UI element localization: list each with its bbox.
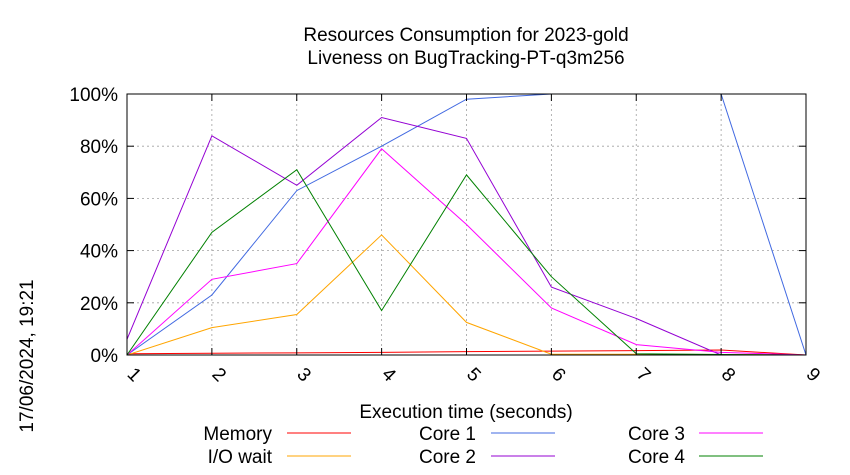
legend-label-core-3: Core 3 [628, 424, 685, 445]
x-tick-label: 6 [547, 364, 569, 386]
x-tick-label: 4 [377, 364, 400, 387]
series-line-core-4 [126, 168, 807, 356]
series-line-core-2 [126, 116, 806, 356]
legend-label-core-2: Core 2 [419, 447, 476, 468]
x-tick-label: 9 [802, 364, 824, 386]
legend-label-memory: Memory [203, 424, 272, 445]
x-tick-label: 5 [462, 364, 484, 386]
legend-label-i-o-wait: I/O wait [208, 447, 273, 468]
x-tick-label: 3 [292, 364, 314, 386]
legend-label-core-1: Core 1 [419, 424, 476, 445]
y-tick-label: 60% [80, 189, 118, 210]
legend: Memory Core 1 Core 3 I/O wait Core 2 Core 4 [203, 424, 763, 468]
x-tick-label: 8 [717, 364, 739, 386]
x-tick-label: 2 [208, 364, 230, 386]
chart-title-line1: Resources Consumption for 2023-gold [303, 25, 628, 46]
y-tick-label: 0% [91, 346, 119, 367]
x-tick-label: 7 [632, 364, 654, 386]
x-axis-label: Execution time (seconds) [359, 402, 572, 423]
x-tick-label: 1 [123, 364, 145, 386]
y-axis-ticks: 0% 20% 40% 60% 80% 100% [69, 85, 806, 367]
y-tick-label: 20% [80, 294, 118, 315]
legend-label-core-4: Core 4 [628, 447, 685, 468]
timestamp-label: 17/06/2024, 19:21 [17, 279, 38, 432]
x-axis-ticks: 1 2 3 4 5 6 7 8 9 [123, 94, 824, 387]
y-tick-label: 100% [69, 85, 118, 106]
y-tick-label: 40% [80, 242, 118, 263]
y-tick-label: 80% [80, 137, 118, 158]
chart-title-line2: Liveness on BugTracking-PT-q3m256 [307, 48, 624, 69]
series-line-core-3 [126, 148, 807, 356]
